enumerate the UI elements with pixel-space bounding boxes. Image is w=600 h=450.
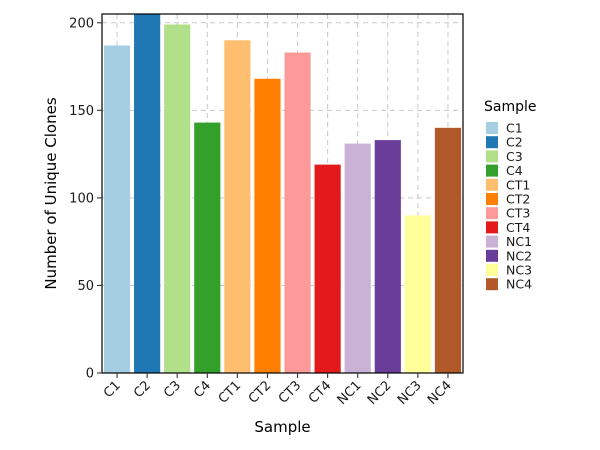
bars [103, 14, 462, 374]
bar-c2 [134, 14, 161, 373]
x-axis-title: Sample [254, 418, 310, 436]
x-tick-label: C4 [191, 378, 214, 401]
x-tick-label: CT3 [276, 378, 304, 406]
legend-key-ct2 [486, 193, 498, 205]
legend-key-ct4 [486, 221, 498, 234]
legend-label: NC4 [506, 277, 532, 292]
x-axis: C1 C2 C3 C4 CT1 CT2 CT3 CT4 NC1 NC2 NC3 NC4 [101, 373, 455, 408]
x-tick-label: NC3 [395, 378, 425, 408]
legend-label: C1 [506, 121, 523, 136]
legend-label: NC2 [506, 248, 532, 263]
y-tick-label: 100 [69, 191, 94, 206]
legend-key-c3 [486, 150, 498, 163]
bar-ct1 [224, 40, 251, 374]
bar-nc1 [344, 143, 371, 373]
legend-key-nc2 [486, 249, 498, 262]
legend-label: C2 [506, 135, 523, 150]
y-tick-label: 50 [77, 279, 94, 294]
bar-c1 [103, 45, 131, 374]
legend-key-c2 [486, 136, 498, 149]
legend-label: C4 [506, 163, 523, 178]
legend-label: CT4 [506, 220, 530, 235]
x-tick-label: C1 [101, 378, 124, 401]
x-tick-label: NC1 [335, 378, 365, 408]
legend-label: C3 [506, 149, 523, 164]
y-tick-label: 0 [86, 367, 94, 382]
legend-label: CT1 [506, 177, 530, 192]
bar-nc2 [374, 140, 401, 373]
plot-panel-border [101, 13, 464, 374]
bar-nc4 [434, 127, 462, 373]
legend-label: CT2 [506, 192, 530, 207]
legend-title: Sample [484, 99, 537, 115]
x-tick-label: CT4 [306, 378, 334, 406]
y-tick-label: 150 [69, 104, 94, 119]
legend-key-ct3 [486, 207, 498, 220]
legend-label: NC3 [506, 263, 532, 278]
x-tick-label: CT2 [246, 378, 274, 406]
legend-label: NC1 [506, 234, 532, 249]
bar-ct3 [284, 52, 311, 374]
bar-nc3 [404, 215, 431, 373]
x-tick-label: CT1 [216, 378, 244, 406]
bar-c4 [194, 122, 221, 373]
legend-key-nc1 [486, 235, 498, 248]
x-tick-label: NC4 [425, 378, 455, 408]
legend-key-c1 [486, 122, 498, 134]
legend-key-ct1 [486, 178, 498, 191]
legend-label: CT3 [506, 206, 530, 221]
x-tick-label: NC2 [365, 378, 395, 408]
x-tick-label: C3 [161, 378, 184, 401]
bar-c3 [164, 24, 191, 373]
legend-key-c4 [486, 164, 498, 177]
x-tick-label: C2 [131, 378, 154, 401]
y-axis-title: Number of Unique Clones [42, 97, 60, 289]
bar-ct2 [254, 78, 281, 374]
legend-key-nc3 [486, 264, 498, 276]
legend-key-nc4 [486, 278, 498, 291]
bar-ct4 [314, 164, 341, 373]
y-tick-label: 200 [69, 16, 94, 31]
y-axis: 0 50 100 150 200 [69, 16, 102, 382]
